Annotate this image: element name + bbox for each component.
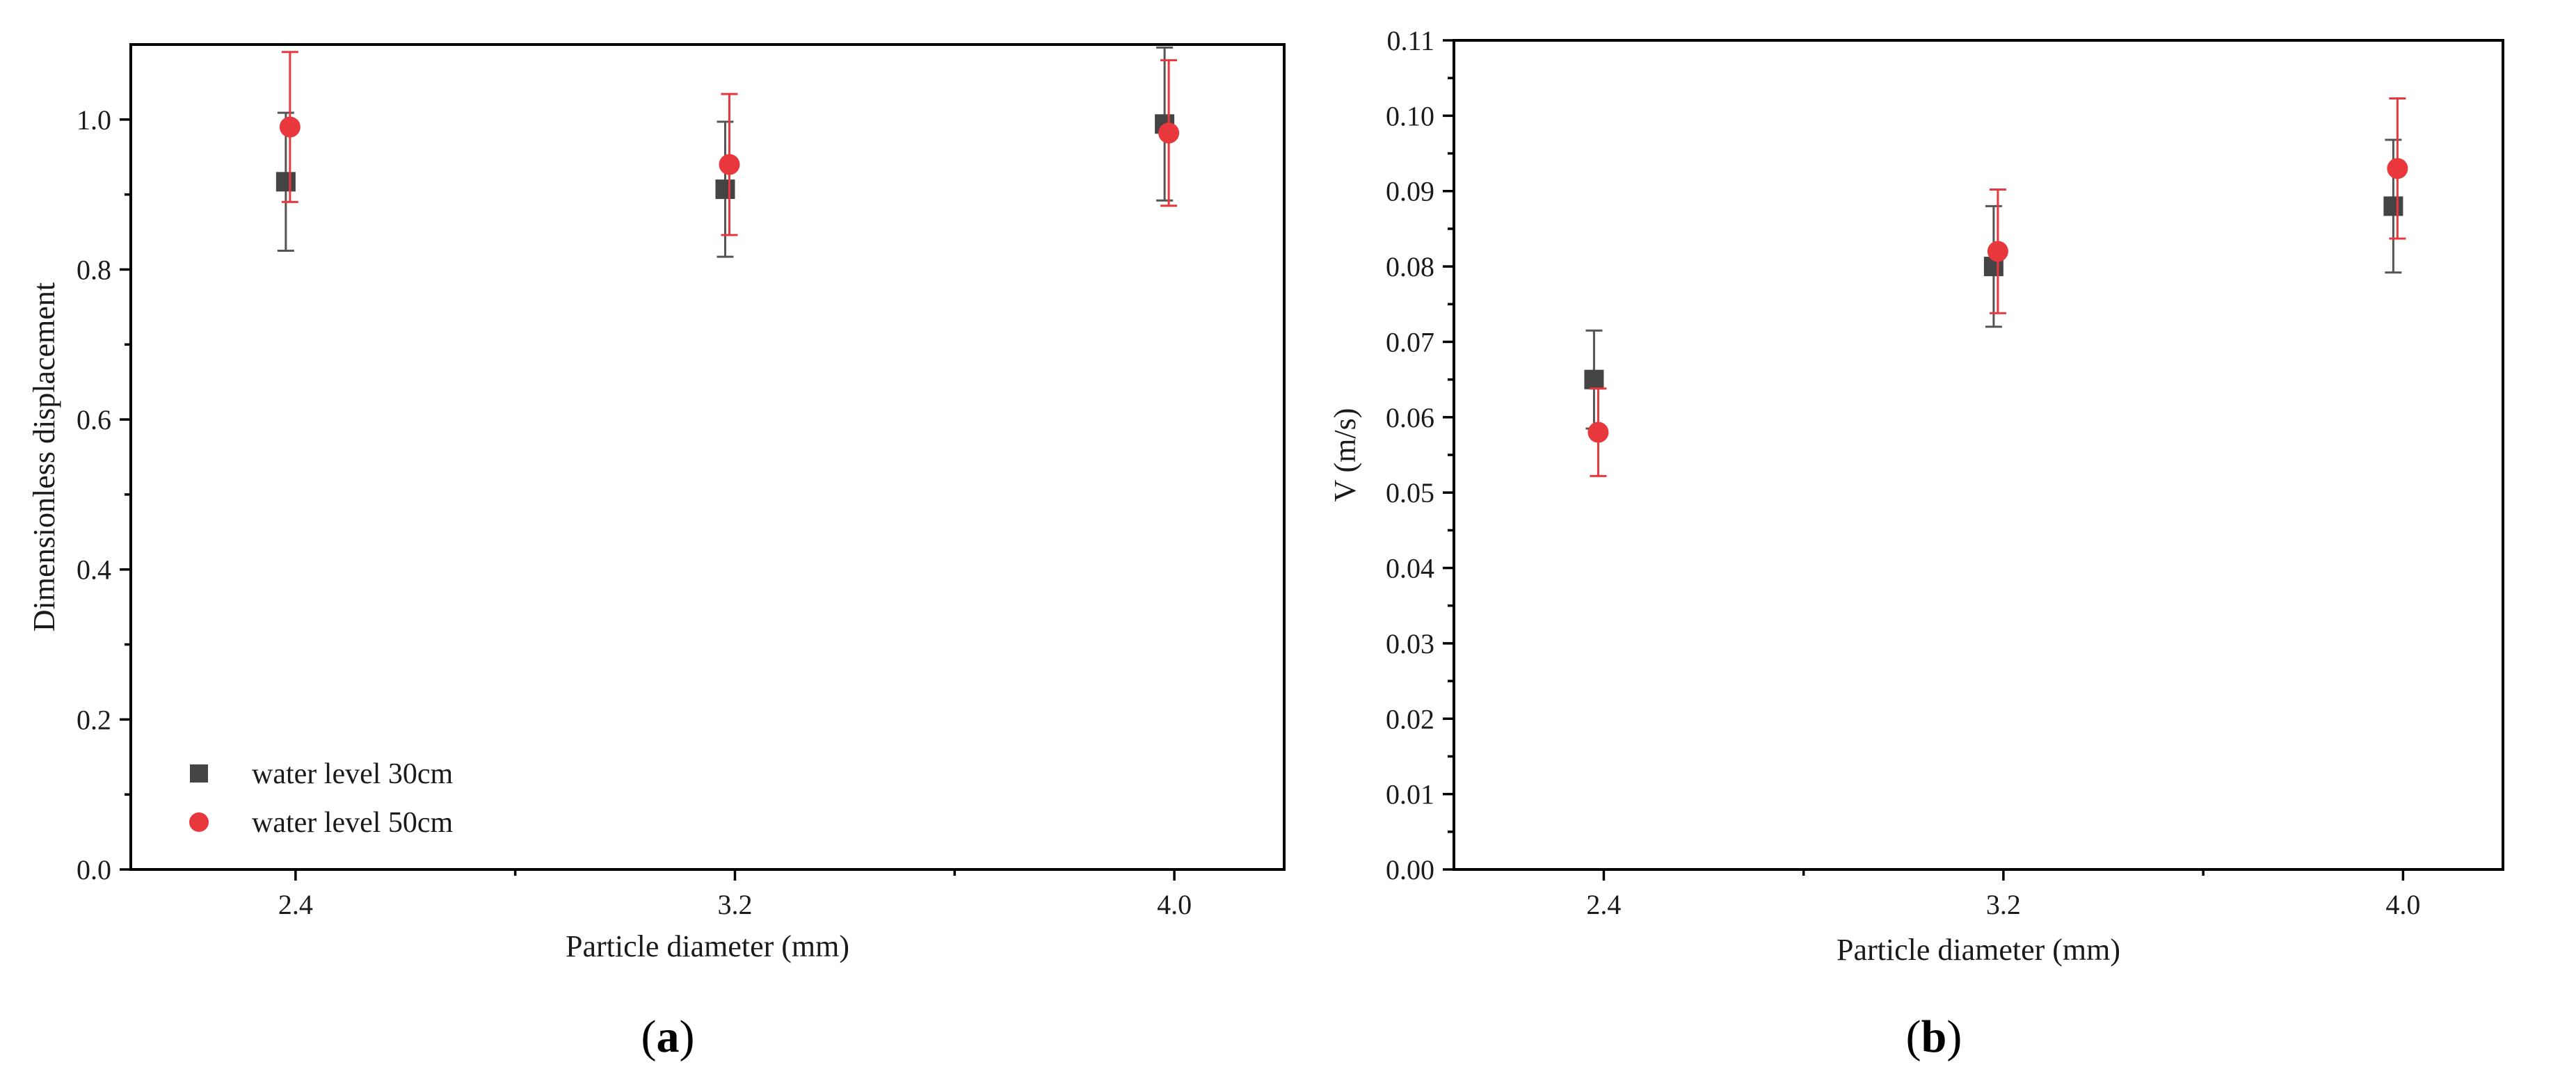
y-tick-label: 0.09 (1386, 176, 1434, 207)
x-tick-label: 4.0 (1157, 889, 1192, 920)
y-tick-label: 0.0 (77, 854, 111, 885)
x-axis-title: Particle diameter (mm) (1837, 933, 2120, 967)
y-tick-label: 0.06 (1386, 402, 1434, 433)
panel-label-open: ( (641, 1011, 657, 1062)
x-tick-label: 3.2 (717, 889, 752, 920)
data-point-circle (719, 154, 740, 175)
x-axis-title: Particle diameter (mm) (566, 929, 849, 963)
y-axis-title: V (m/s) (1328, 408, 1362, 502)
legend-label: water level 30cm (252, 758, 454, 790)
legend-label: water level 50cm (252, 807, 454, 839)
panel-label-open: ( (1906, 1011, 1921, 1062)
panel-label: (a) (641, 1011, 695, 1062)
y-tick-label: 0.03 (1386, 628, 1434, 659)
chart-panel-a: 0.0 0.2 0.4 0.6 0.8 1.0 2.4 3.2 4.0 Particle diam… (27, 43, 1286, 1062)
y-tick-label: 0.07 (1386, 326, 1434, 358)
panel-label: (b) (1906, 1011, 1962, 1062)
panel-label-letter: a (657, 1011, 680, 1062)
plot-frame (1453, 39, 2504, 871)
y-tick-label: 0.10 (1386, 100, 1434, 131)
y-tick-label: 0.02 (1386, 703, 1434, 735)
y-tick-label: 0.04 (1386, 553, 1434, 584)
plot-frame (129, 43, 1286, 871)
data-point-circle (2387, 158, 2408, 179)
y-tick-label: 0.8 (77, 254, 111, 285)
y-tick-label: 0.4 (77, 554, 111, 586)
chart-panel-b: 0.00 0.01 0.02 0.03 0.04 0.05 0.06 0.07 0.08 0.09… (1328, 25, 2504, 1062)
data-point-square (1584, 369, 1604, 390)
x-tick-label: 2.4 (1586, 889, 1621, 920)
x-tick-label: 2.4 (278, 889, 313, 920)
x-tick-label: 3.2 (1986, 889, 2021, 920)
y-tick-label: 0.00 (1386, 854, 1434, 885)
legend-marker-square (190, 764, 208, 783)
data-point-circle (1158, 122, 1180, 144)
y-tick-label: 0.08 (1386, 251, 1434, 282)
data-point-square (715, 179, 735, 200)
data-point-circle (1987, 241, 2008, 262)
y-tick-label: 0.6 (77, 404, 111, 435)
data-point-square (275, 172, 296, 192)
panel-label-close: ) (1946, 1011, 1962, 1062)
y-tick-label: 0.11 (1386, 25, 1434, 56)
y-tick-label: 0.2 (77, 704, 111, 735)
data-point-circle (279, 116, 301, 138)
x-tick-label: 4.0 (2385, 889, 2420, 920)
y-tick-label: 1.0 (77, 104, 111, 136)
data-point-circle (1587, 422, 1609, 443)
y-tick-label: 0.05 (1386, 477, 1434, 508)
legend-marker-circle (189, 812, 209, 832)
panel-label-close: ) (680, 1011, 695, 1062)
y-tick-label: 0.01 (1386, 779, 1434, 810)
data-point-square (2383, 196, 2403, 216)
panel-label-letter: b (1921, 1011, 1947, 1062)
y-axis-title: Dimensionless displacement (27, 282, 61, 632)
